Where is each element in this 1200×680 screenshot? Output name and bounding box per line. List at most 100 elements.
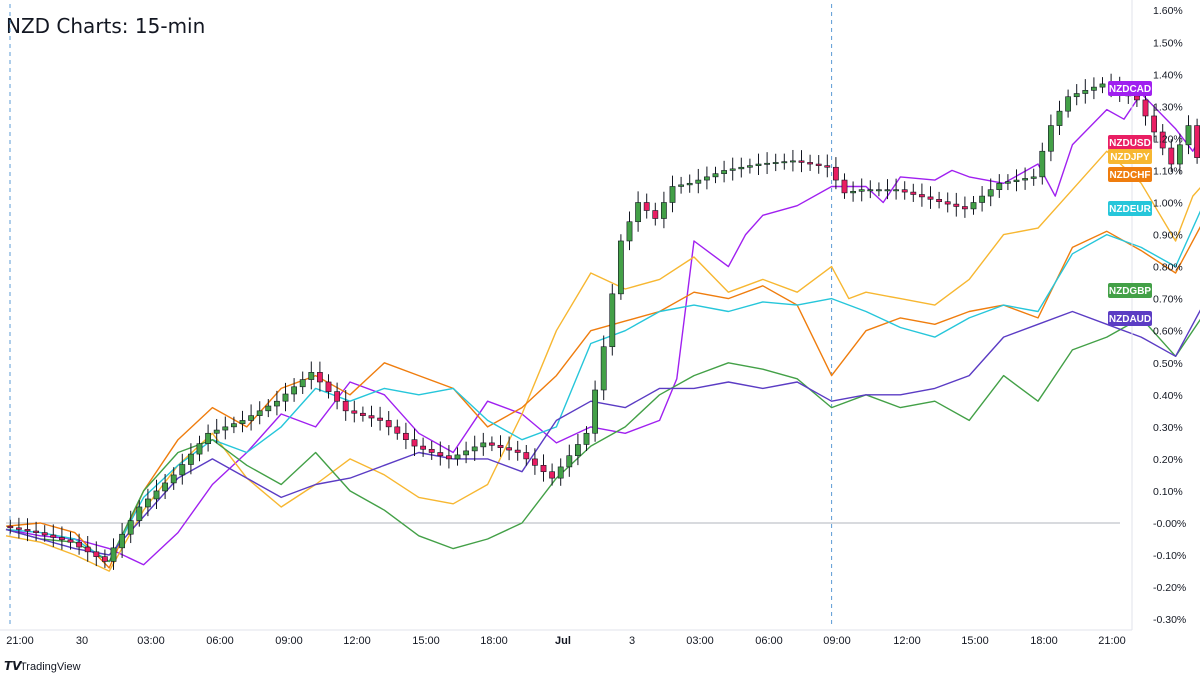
y-tick-label: 0.60% — [1153, 326, 1183, 338]
y-tick-label: 0.50% — [1153, 358, 1183, 370]
y-tick-label: 1.10% — [1153, 165, 1183, 177]
legend-badge-label: NZDUSD — [1109, 138, 1151, 149]
candle — [1073, 84, 1080, 106]
candle — [643, 193, 650, 219]
candle — [1185, 115, 1192, 155]
candle — [265, 399, 272, 418]
candle — [660, 191, 667, 229]
candle — [205, 424, 211, 452]
x-tick-label: 06:00 — [755, 635, 783, 647]
legend-badge-nzdusd[interactable]: NZDUSD — [1108, 135, 1152, 150]
candle — [428, 441, 435, 460]
candle — [1159, 124, 1166, 156]
candle — [377, 406, 383, 431]
candle — [308, 361, 315, 390]
candle — [325, 374, 332, 399]
candle — [67, 531, 74, 550]
candle — [273, 390, 280, 416]
candle — [411, 428, 418, 457]
candle — [979, 186, 985, 212]
candle — [635, 191, 641, 232]
y-tick-label: 1.50% — [1153, 37, 1183, 49]
candle — [385, 411, 392, 436]
y-tick-label: 0.80% — [1153, 262, 1183, 274]
legend-badge-label: NZDGBP — [1109, 286, 1152, 297]
candle — [41, 525, 48, 542]
candle — [188, 443, 194, 475]
x-tick-label: 15:00 — [961, 635, 989, 647]
candle — [445, 445, 452, 469]
candle — [145, 488, 151, 517]
x-tick-label: 03:00 — [686, 635, 714, 647]
chart-title: NZD Charts: 15-min — [6, 14, 205, 38]
x-tick-label: 18:00 — [480, 635, 508, 647]
candle — [626, 211, 633, 251]
candle — [514, 440, 521, 461]
y-tick-label: 0.70% — [1153, 294, 1183, 306]
y-tick-label: -0.30% — [1153, 614, 1186, 626]
legend-badge-nzdcad[interactable]: NZDCAD — [1108, 81, 1152, 96]
y-tick-label: -0.20% — [1153, 582, 1186, 594]
candle — [764, 152, 770, 175]
candle — [557, 458, 564, 486]
candle — [488, 436, 495, 452]
candle — [609, 284, 616, 356]
candle — [1082, 79, 1089, 104]
candle — [712, 166, 719, 184]
x-tick-label: 03:00 — [137, 635, 165, 647]
candle — [961, 196, 968, 218]
candle — [936, 191, 942, 209]
y-tick-label: 0.40% — [1153, 390, 1183, 402]
candle — [798, 150, 805, 173]
legend-badge-nzdjpy[interactable]: NZDJPY — [1108, 149, 1152, 164]
candle — [1177, 133, 1183, 175]
legend-badge-nzdeur[interactable]: NZDEUR — [1108, 201, 1152, 216]
x-tick-label: 21:00 — [1098, 635, 1126, 647]
legend-badge-label: NZDAUD — [1109, 314, 1151, 325]
candle — [239, 410, 246, 433]
y-axis[interactable]: 1.60% 1.50% 1.40% 1.30% 1.20% 1.10% 1.00% 0.90%… — [1153, 5, 1186, 626]
y-tick-label: 0.20% — [1153, 454, 1183, 466]
candle — [402, 422, 409, 450]
y-tick-label: -0.00% — [1153, 518, 1186, 530]
candle — [1030, 168, 1037, 186]
legend-badge-label: NZDCHF — [1109, 170, 1150, 181]
candle — [721, 160, 727, 183]
candle — [102, 549, 108, 568]
candle — [15, 517, 22, 539]
candle — [1004, 174, 1011, 191]
candle — [1065, 89, 1071, 118]
candle — [953, 192, 960, 217]
candle — [1194, 118, 1200, 164]
candle — [153, 479, 160, 509]
legend-badge-nzdgbp[interactable]: NZDGBP — [1108, 283, 1152, 298]
candle — [695, 168, 702, 194]
candle — [1022, 167, 1028, 190]
candle — [841, 173, 848, 199]
candle — [299, 371, 306, 394]
legend-badge-nzdaud[interactable]: NZDAUD — [1108, 311, 1152, 326]
candle — [729, 157, 736, 181]
tradingview-brand[interactable]: 𝙏𝙑 TradingView — [4, 659, 81, 673]
tradingview-logo-icon: 𝙏𝙑 — [4, 659, 23, 673]
series-line-nzdcad — [5, 92, 1200, 566]
candle — [24, 518, 31, 542]
candle — [566, 444, 573, 477]
candle — [463, 441, 469, 464]
legend-badge-label: NZDEUR — [1109, 204, 1151, 215]
candle — [136, 500, 143, 527]
candle — [170, 467, 177, 490]
candle — [248, 404, 254, 431]
x-axis[interactable]: 21:00 30 03:00 06:00 09:00 12:00 15:00 18:00 Jul… — [6, 635, 1126, 647]
candle — [746, 158, 753, 174]
y-tick-label: 0.10% — [1153, 486, 1183, 498]
candle — [222, 416, 229, 440]
legend-badge-nzdchf[interactable]: NZDCHF — [1108, 167, 1152, 182]
candle — [987, 178, 994, 207]
candle — [394, 419, 401, 440]
candle — [196, 435, 203, 462]
candle — [231, 416, 237, 434]
y-tick-label: 1.60% — [1153, 5, 1183, 17]
x-tick-label: 09:00 — [275, 635, 303, 647]
